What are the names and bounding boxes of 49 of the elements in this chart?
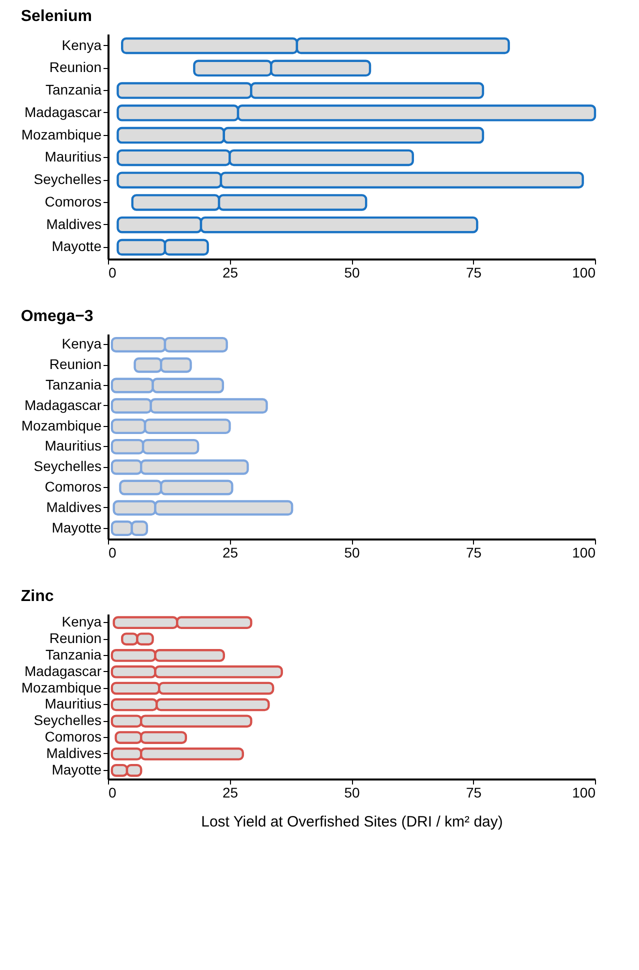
- x-tick-label: 75: [466, 544, 482, 560]
- x-tick-label: 0: [108, 784, 116, 800]
- y-tick-label: Madagascar: [24, 662, 102, 679]
- x-tick-label: 0: [108, 544, 116, 560]
- y-tick-label: Mozambique: [21, 417, 102, 434]
- y-tick-label: Tanzania: [45, 376, 102, 393]
- y-tick-label: Madagascar: [24, 396, 102, 413]
- y-tick-label: Mayotte: [52, 761, 102, 778]
- x-tick-label: 50: [344, 264, 360, 280]
- y-tick-label: Comoros: [44, 728, 102, 745]
- x-tick-label: 25: [222, 264, 238, 280]
- x-tick-label: 25: [222, 784, 238, 800]
- x-tick-label: 100: [572, 784, 596, 800]
- y-tick-label: Seychelles: [34, 171, 102, 188]
- y-tick-label: Maldives: [46, 744, 102, 761]
- y-tick-label: Kenya: [62, 336, 102, 352]
- y-tick-label: Comoros: [44, 193, 102, 210]
- y-tick-label: Mauritius: [44, 438, 102, 454]
- x-tick-label: 100: [572, 544, 596, 560]
- chart-title: Omega−3: [20, 308, 94, 325]
- y-tick-label: Reunion: [49, 356, 102, 372]
- y-tick-label: Tanzania: [45, 646, 102, 662]
- y-tick-label: Mauritius: [44, 696, 102, 712]
- y-tick-label: Maldives: [46, 498, 102, 515]
- chart-title: Zinc: [20, 588, 54, 605]
- x-tick-label: 100: [572, 264, 596, 280]
- x-tick-label: 50: [344, 784, 360, 800]
- x-axis-title: Lost Yield at Overfished Sites (DRI / km² day): [201, 814, 503, 830]
- y-tick-label: Mayotte: [52, 238, 102, 254]
- y-tick-label: Mozambique: [21, 679, 102, 696]
- y-tick-label: Madagascar: [24, 104, 102, 120]
- y-tick-label: Reunion: [49, 59, 102, 76]
- y-tick-label: Mayotte: [52, 519, 102, 536]
- y-tick-label: Seychelles: [34, 458, 102, 474]
- x-tick-label: 75: [466, 784, 482, 800]
- y-tick-label: Reunion: [49, 630, 102, 646]
- y-tick-label: Kenya: [62, 614, 102, 630]
- y-tick-label: Mauritius: [44, 148, 102, 165]
- x-tick-label: 25: [222, 544, 238, 560]
- y-tick-label: Seychelles: [34, 712, 102, 728]
- x-tick-label: 75: [466, 264, 482, 280]
- y-tick-label: Kenya: [62, 36, 102, 53]
- y-tick-label: Comoros: [44, 478, 102, 494]
- y-tick-label: Mozambique: [21, 126, 102, 142]
- chart-title: Selenium: [20, 8, 92, 25]
- x-tick-label: 50: [344, 544, 360, 560]
- y-tick-label: Maldives: [46, 216, 102, 232]
- y-tick-label: Tanzania: [45, 82, 102, 98]
- x-tick-label: 0: [108, 264, 116, 280]
